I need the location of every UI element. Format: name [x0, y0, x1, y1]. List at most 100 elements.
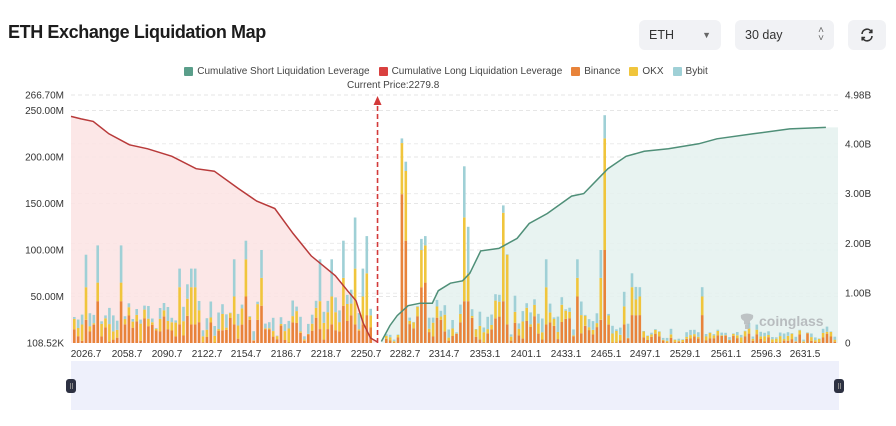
left-axis-tick: 100.00M	[25, 246, 64, 257]
bar-bybit	[147, 306, 150, 319]
bar-binance	[580, 333, 583, 343]
bar-binance	[478, 339, 482, 343]
bar-bybit	[583, 314, 587, 316]
legend-item[interactable]: Binance	[571, 66, 620, 77]
bar-binance	[498, 316, 501, 343]
bar-binance	[182, 335, 185, 343]
bar-binance	[552, 326, 556, 343]
bar-binance	[127, 315, 131, 343]
bar-binance	[424, 282, 427, 343]
bar-bybit	[256, 301, 259, 305]
bar-binance	[661, 340, 665, 343]
bar-binance	[334, 330, 337, 343]
bar-okx	[708, 332, 712, 339]
bar-binance	[232, 324, 236, 343]
bar-binance	[338, 331, 341, 343]
bar-binance	[466, 301, 470, 343]
bar-okx	[642, 331, 645, 338]
bar-binance	[260, 305, 263, 343]
bar-binance	[412, 328, 415, 343]
bar-binance	[455, 333, 458, 343]
zoom-slider-left-handle[interactable]	[66, 379, 76, 393]
bar-okx	[455, 333, 458, 334]
bar-binance	[556, 339, 560, 343]
bar-binance	[236, 338, 240, 343]
bar-binance	[482, 342, 486, 343]
bar-binance	[564, 318, 567, 343]
bar-binance	[802, 342, 805, 343]
left-axis-tick: 150.00M	[25, 199, 64, 210]
bar-binance	[798, 334, 801, 343]
bar-okx	[502, 212, 505, 302]
bar-binance	[330, 324, 333, 343]
bar-bybit	[599, 250, 603, 278]
bar-bybit	[334, 297, 337, 313]
bar-bybit	[736, 332, 739, 336]
legend-item[interactable]: Cumulative Long Liquidation Leverage	[378, 66, 562, 77]
bar-okx	[197, 310, 201, 323]
bar-binance	[439, 319, 443, 343]
bar-binance	[513, 322, 517, 343]
bar-bybit	[806, 332, 809, 333]
bar-bybit	[412, 321, 415, 323]
bar-binance	[712, 338, 716, 343]
symbol-select[interactable]: ETH ▼	[639, 20, 721, 50]
bar-binance	[732, 335, 735, 343]
bar-okx	[802, 341, 805, 343]
bar-okx	[322, 322, 326, 340]
bar-binance	[654, 333, 657, 343]
bar-okx	[162, 310, 166, 317]
bar-bybit	[424, 236, 427, 246]
bar-binance	[76, 336, 80, 343]
bar-okx	[178, 287, 181, 325]
bar-binance	[568, 318, 571, 343]
bar-binance	[537, 333, 540, 343]
bar-okx	[634, 299, 638, 316]
bar-binance	[104, 327, 107, 343]
right-axis-tick: 3.00B	[845, 189, 871, 200]
range-select[interactable]: 30 day ˄ ˅	[735, 20, 834, 50]
bar-okx	[209, 317, 213, 323]
refresh-button[interactable]	[848, 20, 886, 50]
bar-binance	[587, 330, 591, 343]
bar-okx	[568, 311, 571, 319]
bar-binance	[724, 335, 727, 343]
legend-item[interactable]: OKX	[629, 66, 664, 77]
zoom-slider-track[interactable]	[71, 361, 839, 410]
zoom-slider-right-handle[interactable]	[834, 379, 844, 393]
bar-bybit	[154, 328, 158, 329]
bar-binance	[283, 340, 287, 343]
bar-okx	[123, 319, 127, 325]
bar-okx	[431, 322, 435, 337]
bar-okx	[669, 334, 673, 338]
legend-item[interactable]: Cumulative Short Liquidation Leverage	[184, 66, 370, 77]
bar-okx	[174, 322, 177, 337]
x-axis-tick: 2282.7	[390, 349, 421, 360]
bar-okx	[591, 329, 595, 335]
bar-okx	[556, 332, 560, 339]
bar-bybit	[716, 329, 720, 331]
bar-okx	[84, 287, 88, 320]
bar-okx	[92, 323, 96, 325]
bar-okx	[673, 339, 677, 343]
right-axis-tick: 0	[845, 339, 851, 350]
x-axis-tick: 2433.1	[551, 349, 582, 360]
bar-binance	[673, 342, 677, 343]
bar-binance	[73, 329, 76, 343]
bar-okx	[693, 334, 696, 337]
bar-bybit	[642, 331, 645, 332]
bar-bybit	[603, 115, 606, 139]
bar-bybit	[782, 333, 786, 340]
bar-okx	[353, 268, 357, 325]
bar-okx	[131, 321, 135, 328]
bar-okx	[743, 331, 747, 337]
bar-okx	[73, 318, 76, 330]
bar-bybit	[459, 304, 462, 314]
bar-binance	[541, 339, 544, 343]
bar-binance	[817, 342, 821, 343]
bar-binance	[221, 330, 224, 343]
bar-okx	[330, 296, 333, 325]
bar-bybit	[158, 308, 162, 319]
legend-item[interactable]: Bybit	[672, 66, 708, 77]
bar-binance	[669, 337, 673, 343]
